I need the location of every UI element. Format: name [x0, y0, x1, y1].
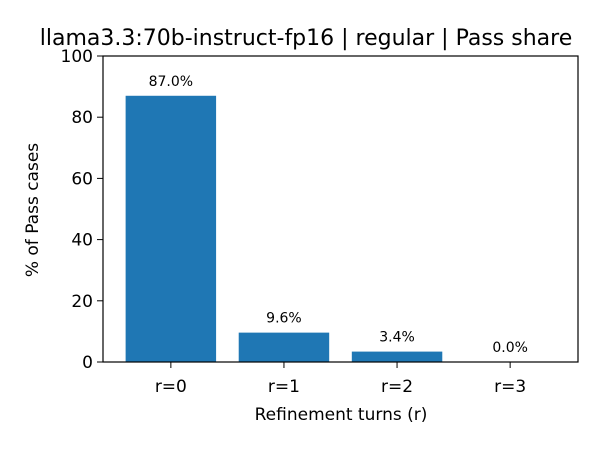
y-tick-label-80: 80 [71, 108, 93, 128]
y-tick-label-40: 40 [71, 231, 93, 251]
y-tick-label-60: 60 [71, 169, 93, 189]
plot-frame [102, 55, 579, 363]
data-label-r=2: 3.4% [379, 330, 415, 346]
data-label-r=1: 9.6% [266, 311, 302, 327]
bars-group [125, 95, 443, 362]
bar-r=0 [125, 95, 217, 362]
y-axis-label: % of Pass cases [23, 143, 43, 277]
bar-r=1 [238, 332, 330, 362]
x-axis-label: Refinement turns (r) [255, 405, 428, 425]
x-tick-label-r=1: r=1 [268, 377, 300, 397]
x-tick-label-r=2: r=2 [381, 377, 413, 397]
x-tick-label-r=3: r=3 [494, 377, 526, 397]
data-label-r=0: 87.0% [149, 74, 193, 90]
y-axis-ticks: 0 20 40 60 80 100 [61, 47, 103, 373]
data-labels-group: 87.0% 9.6% 3.4% 0.0% [149, 74, 528, 356]
y-tick-label-100: 100 [61, 47, 93, 67]
x-axis-ticks: r=0 r=1 r=2 r=3 [155, 362, 526, 397]
chart-title: llama3.3:70b-instruct-fp16 | regular | P… [40, 26, 573, 51]
data-label-r=3: 0.0% [492, 340, 528, 356]
plot-area [102, 55, 579, 363]
bar-r=2 [351, 351, 443, 362]
y-tick-label-0: 0 [82, 353, 93, 373]
x-tick-label-r=0: r=0 [155, 377, 187, 397]
y-tick-label-20: 20 [71, 292, 93, 312]
